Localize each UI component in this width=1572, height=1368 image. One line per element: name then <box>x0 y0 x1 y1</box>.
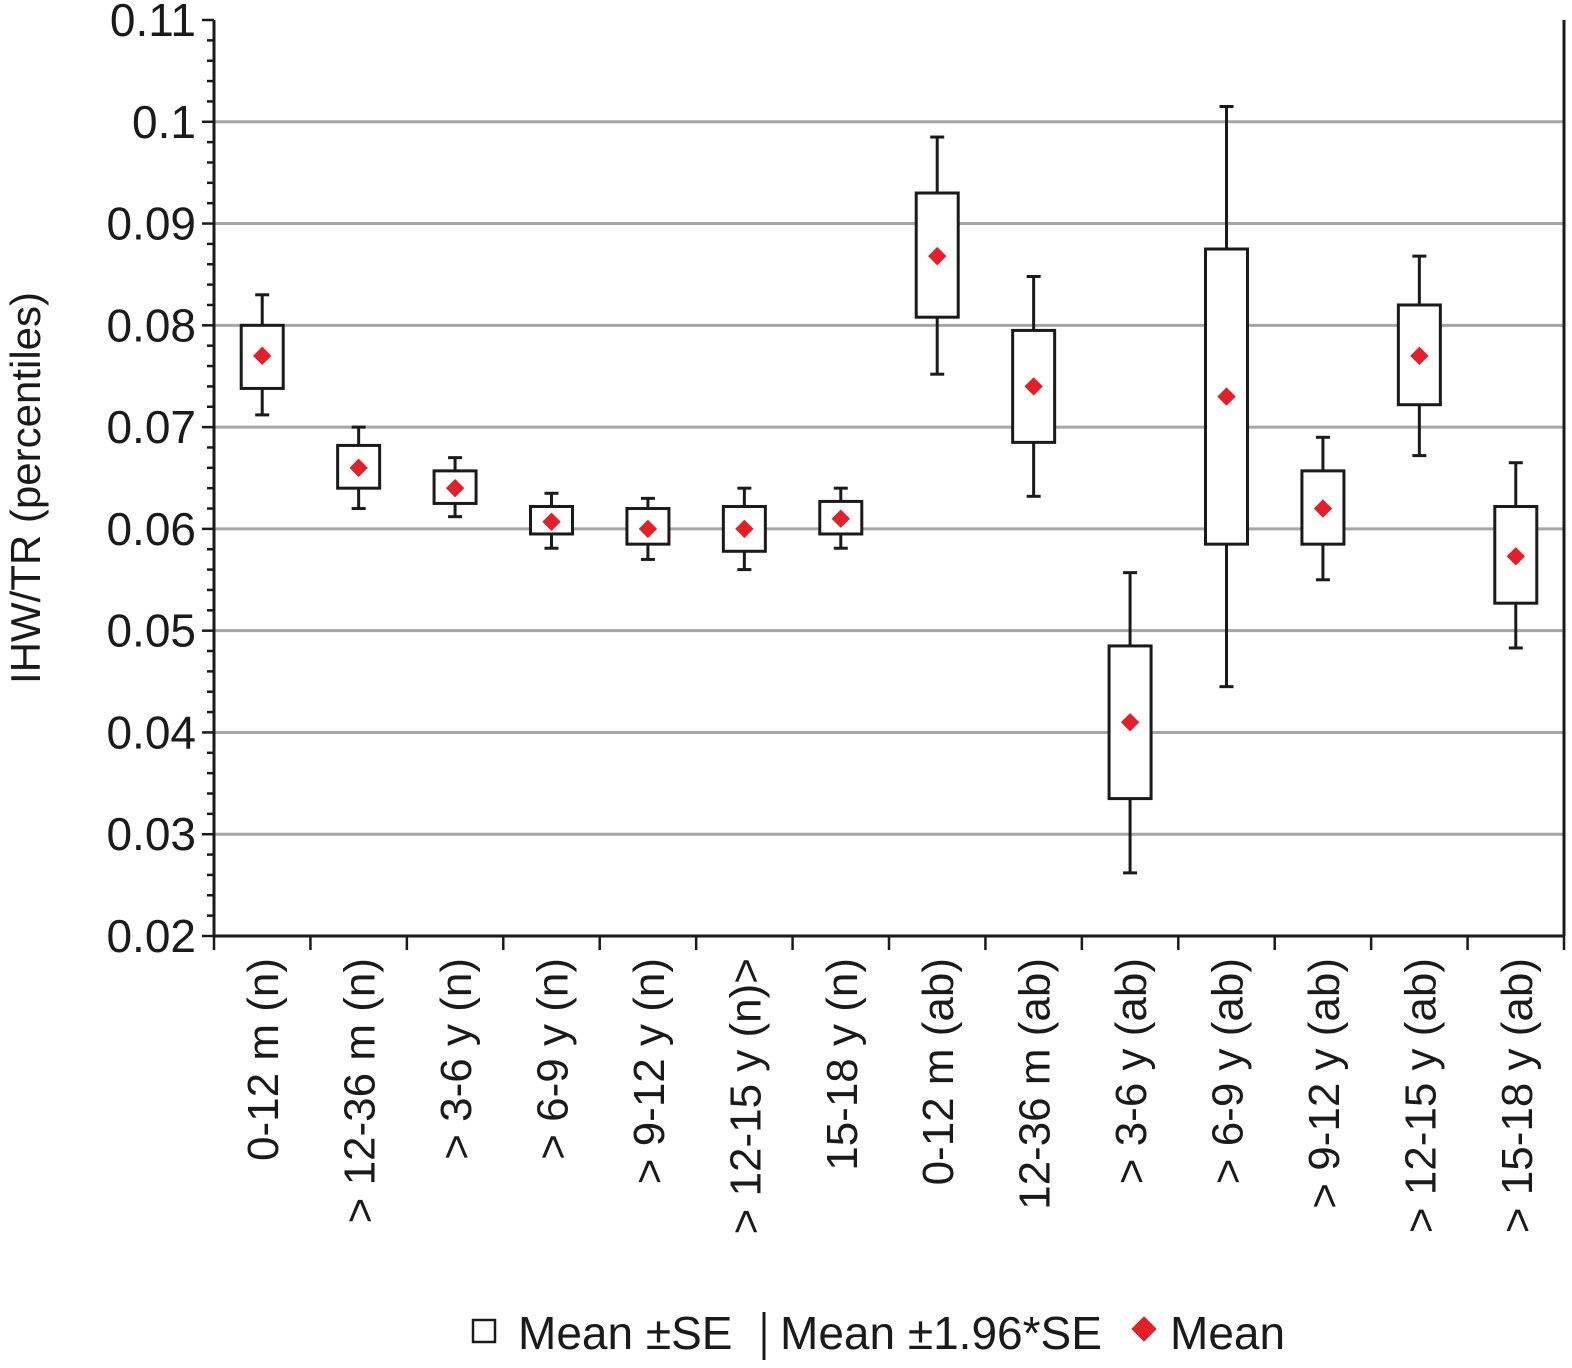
x-category-label: > 9-12 y (n) <box>625 958 674 1184</box>
x-category-label: > 3-6 y (ab) <box>1107 958 1156 1184</box>
y-tick-label: 0.07 <box>106 401 196 453</box>
mean-marker <box>735 519 754 539</box>
box-item <box>1204 105 1249 689</box>
x-category-label: > 15-18 y (ab) <box>1493 958 1542 1233</box>
box-item <box>818 486 864 550</box>
x-category-label: > 6-9 y (ab) <box>1204 958 1253 1184</box>
box-item <box>1300 435 1346 582</box>
y-axis-title: IHW/TR (percentiles) <box>2 292 49 684</box>
x-category-label: 12-36 m (ab) <box>1011 958 1060 1210</box>
mean-marker <box>253 346 272 366</box>
y-tick-label: 0.08 <box>106 299 196 351</box>
mean-marker <box>542 512 561 531</box>
mean-marker <box>928 246 947 266</box>
x-category-label: > 6-9 y (n) <box>529 958 578 1160</box>
y-tick-label: 0.1 <box>132 96 196 148</box>
mean-marker <box>831 509 850 528</box>
y-tick-label: 0.03 <box>106 808 196 860</box>
mean-marker <box>445 478 465 498</box>
mean-marker <box>1217 387 1236 406</box>
axes <box>202 18 1566 950</box>
y-tick-label: 0.02 <box>106 910 196 962</box>
box-item <box>432 456 478 519</box>
mean-marker <box>638 519 658 539</box>
y-tick-label: 0.05 <box>106 605 196 657</box>
y-tick-label: 0.04 <box>106 706 196 758</box>
box-item <box>625 496 671 561</box>
legend-box-label: Mean ±SE <box>518 1307 732 1359</box>
legend-mean-label: Mean <box>1170 1307 1285 1359</box>
mean-marker <box>1313 499 1333 518</box>
box-item <box>914 135 960 376</box>
legend-whisker-label: Mean ±1.96*SE <box>780 1307 1102 1359</box>
mean-marker <box>349 458 368 478</box>
mean-marker <box>1506 547 1525 566</box>
legend-box-swatch <box>471 1318 497 1344</box>
y-tick-label: 0.11 <box>110 0 196 46</box>
mean-marker <box>1024 377 1043 396</box>
box-item <box>1011 274 1057 498</box>
x-category-label: 0-12 m (n) <box>239 958 288 1161</box>
x-category-label: > 3-6 y (n) <box>432 958 481 1160</box>
y-tick-label: 0.06 <box>106 503 196 555</box>
box-item <box>529 491 574 550</box>
box-item <box>1107 571 1153 875</box>
y-tick-label: 0.09 <box>106 198 196 250</box>
x-category-label: 15-18 y (n) <box>818 958 867 1171</box>
box-item <box>1493 461 1539 650</box>
box-series <box>239 105 1539 875</box>
mean-marker <box>1120 713 1140 732</box>
legend-mean-marker <box>1131 1316 1157 1342</box>
box-item <box>239 293 285 417</box>
legend: Mean ±SE Mean ±1.96*SE Mean <box>471 1307 1285 1360</box>
gridlines <box>214 120 1564 836</box>
box-item <box>336 425 382 511</box>
x-category-label: > 12-15 y (ab) <box>1396 958 1445 1233</box>
box-item <box>1396 254 1442 458</box>
x-category-label: > 12-36 m (n) <box>336 958 385 1223</box>
x-category-label: > 12-15 y (n)> <box>721 958 770 1234</box>
mean-marker <box>1410 346 1429 366</box>
x-category-label: > 9-12 y (ab) <box>1300 958 1349 1209</box>
y-tick-labels: 0.02 0.03 0.04 0.05 0.06 0.07 0.08 0.09 0.1 0.11 <box>106 0 196 962</box>
x-category-labels: 0-12 m (n) > 12-36 m (n) > 3-6 y (n) > 6-9 … <box>239 958 1542 1234</box>
x-category-label: 0-12 m (ab) <box>914 958 963 1185</box>
box-item <box>721 486 767 572</box>
